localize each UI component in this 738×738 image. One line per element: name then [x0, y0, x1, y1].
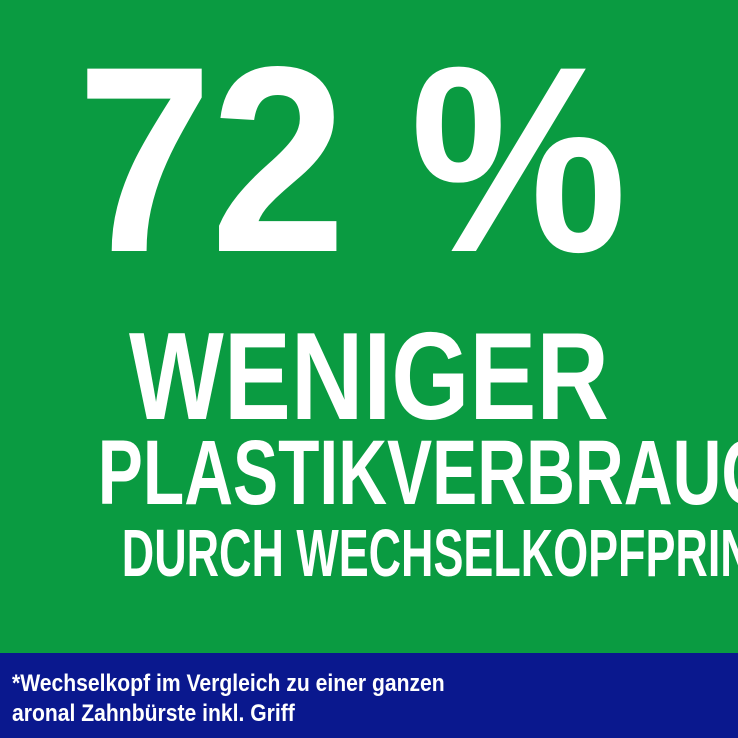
- footnote-bar: *Wechselkopf im Vergleich zu einer ganze…: [0, 653, 738, 738]
- headline-72-percent: 72 %: [76, 12, 627, 308]
- headline-line-plastikverbrauch: PLASTIKVERBRAUCH: [97, 422, 738, 524]
- headline-line-durch-wechselkopfprinzip: DURCH WECHSELKOPFPRINZIP*: [121, 516, 738, 591]
- footnote-line-1: *Wechselkopf im Vergleich zu einer ganze…: [12, 670, 445, 697]
- footnote-line-2: aronal Zahnbürste inkl. Griff: [12, 700, 295, 727]
- headline-line-weniger: WENIGER: [129, 308, 609, 446]
